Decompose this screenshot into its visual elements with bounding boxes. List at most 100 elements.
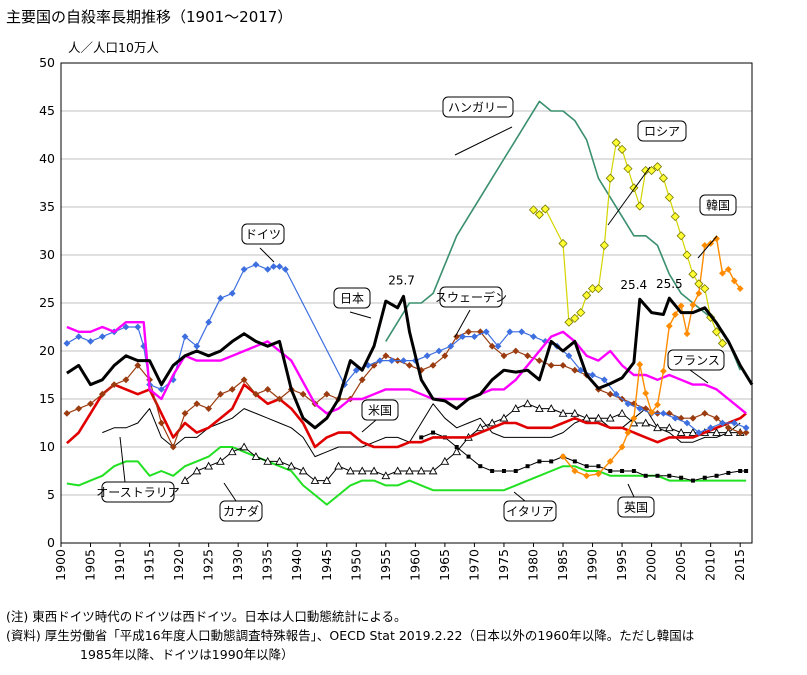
data-point bbox=[689, 414, 697, 422]
data-point bbox=[546, 404, 556, 412]
data-point bbox=[263, 456, 273, 465]
data-point bbox=[75, 405, 83, 412]
data-point bbox=[431, 430, 436, 435]
data-point bbox=[624, 400, 632, 408]
data-point bbox=[600, 376, 608, 384]
data-point bbox=[416, 466, 426, 475]
series-line bbox=[102, 403, 741, 458]
data-point bbox=[559, 362, 567, 369]
series-line bbox=[385, 100, 741, 371]
data-point bbox=[217, 294, 224, 302]
data-point bbox=[122, 376, 130, 384]
data-point bbox=[738, 469, 743, 473]
data-point bbox=[276, 263, 283, 270]
data-point bbox=[499, 413, 509, 422]
data-point bbox=[564, 317, 574, 327]
data-point bbox=[466, 454, 471, 459]
series-ロシア bbox=[528, 138, 728, 348]
data-point bbox=[583, 472, 591, 480]
callout-label: ドイツ bbox=[245, 228, 281, 242]
value-label: 25.5 bbox=[656, 277, 683, 291]
data-point bbox=[217, 390, 224, 398]
data-point bbox=[393, 466, 403, 475]
data-point bbox=[717, 338, 728, 348]
x-tick-label: 1980 bbox=[525, 549, 540, 581]
data-point bbox=[239, 442, 249, 451]
data-point bbox=[700, 284, 710, 294]
y-tick-label: 5 bbox=[47, 487, 55, 502]
data-point bbox=[683, 419, 691, 427]
series-line bbox=[66, 446, 747, 506]
data-point bbox=[204, 461, 214, 470]
x-tick-label: 1950 bbox=[348, 549, 363, 581]
data-point bbox=[405, 466, 414, 475]
data-point bbox=[724, 428, 733, 436]
data-point bbox=[701, 242, 709, 249]
data-point bbox=[240, 266, 248, 273]
series-フランス bbox=[66, 321, 747, 415]
data-point bbox=[599, 240, 609, 250]
callout-pointer bbox=[259, 247, 275, 263]
notes: (注) 東西ドイツ時代のドイツは西ドイツ。日本は人口動態統計による。 (資料) … bbox=[6, 607, 801, 664]
data-point bbox=[724, 424, 732, 432]
y-tick-label: 30 bbox=[39, 247, 55, 262]
data-point bbox=[595, 470, 602, 478]
x-tick-label: 1990 bbox=[585, 549, 600, 581]
callout-pointer bbox=[454, 126, 513, 156]
x-tick-label: 1985 bbox=[555, 549, 570, 581]
data-point bbox=[643, 473, 648, 478]
x-tick-label: 2005 bbox=[673, 549, 688, 581]
data-point bbox=[711, 327, 722, 337]
callout-label: 日本 bbox=[340, 292, 364, 306]
callout-box bbox=[101, 481, 175, 503]
data-point bbox=[596, 464, 601, 469]
callout-ハンガリー: ハンガリー bbox=[442, 96, 514, 156]
data-point bbox=[453, 333, 461, 340]
data-point bbox=[572, 459, 577, 464]
data-point bbox=[513, 469, 518, 473]
data-point bbox=[282, 266, 289, 273]
data-point bbox=[535, 357, 543, 364]
data-point bbox=[631, 469, 636, 473]
chart-title: 主要国の自殺率長期推移（1901〜2017） bbox=[6, 8, 293, 26]
data-point bbox=[713, 414, 720, 422]
data-point bbox=[688, 428, 698, 436]
x-tick-label: 1920 bbox=[171, 549, 186, 581]
y-tick-label: 0 bbox=[47, 535, 55, 550]
data-point bbox=[713, 235, 720, 243]
data-point bbox=[490, 469, 495, 473]
x-tick-label: 1945 bbox=[319, 549, 334, 581]
callout-label: ハンガリー bbox=[448, 101, 508, 115]
callout-pointer bbox=[627, 483, 635, 498]
data-point bbox=[671, 414, 679, 422]
plot-frame bbox=[60, 62, 753, 544]
data-point bbox=[530, 333, 537, 340]
data-point bbox=[512, 347, 520, 355]
data-point bbox=[702, 475, 707, 480]
data-point bbox=[369, 466, 379, 475]
data-point bbox=[276, 395, 283, 403]
data-point bbox=[695, 290, 703, 297]
data-point bbox=[654, 401, 661, 409]
callout-日本: 日本 bbox=[333, 287, 372, 319]
data-point bbox=[500, 352, 508, 360]
callout-label: ロシア bbox=[644, 125, 680, 139]
callout-box bbox=[699, 194, 737, 216]
data-point bbox=[670, 212, 680, 222]
series-line bbox=[66, 383, 747, 449]
data-point bbox=[429, 362, 437, 369]
y-tick-label: 50 bbox=[39, 55, 55, 70]
data-point bbox=[571, 467, 579, 475]
data-point bbox=[252, 390, 260, 398]
data-point bbox=[75, 333, 83, 340]
callout-box bbox=[241, 223, 285, 245]
data-point bbox=[736, 429, 744, 436]
data-point bbox=[558, 238, 568, 249]
data-point bbox=[658, 173, 668, 183]
data-point bbox=[322, 476, 332, 484]
y-tick-label: 20 bbox=[39, 343, 55, 358]
x-tick-label: 1915 bbox=[142, 549, 157, 581]
data-point bbox=[618, 443, 626, 451]
data-point bbox=[635, 201, 645, 211]
callout-box bbox=[667, 349, 725, 371]
